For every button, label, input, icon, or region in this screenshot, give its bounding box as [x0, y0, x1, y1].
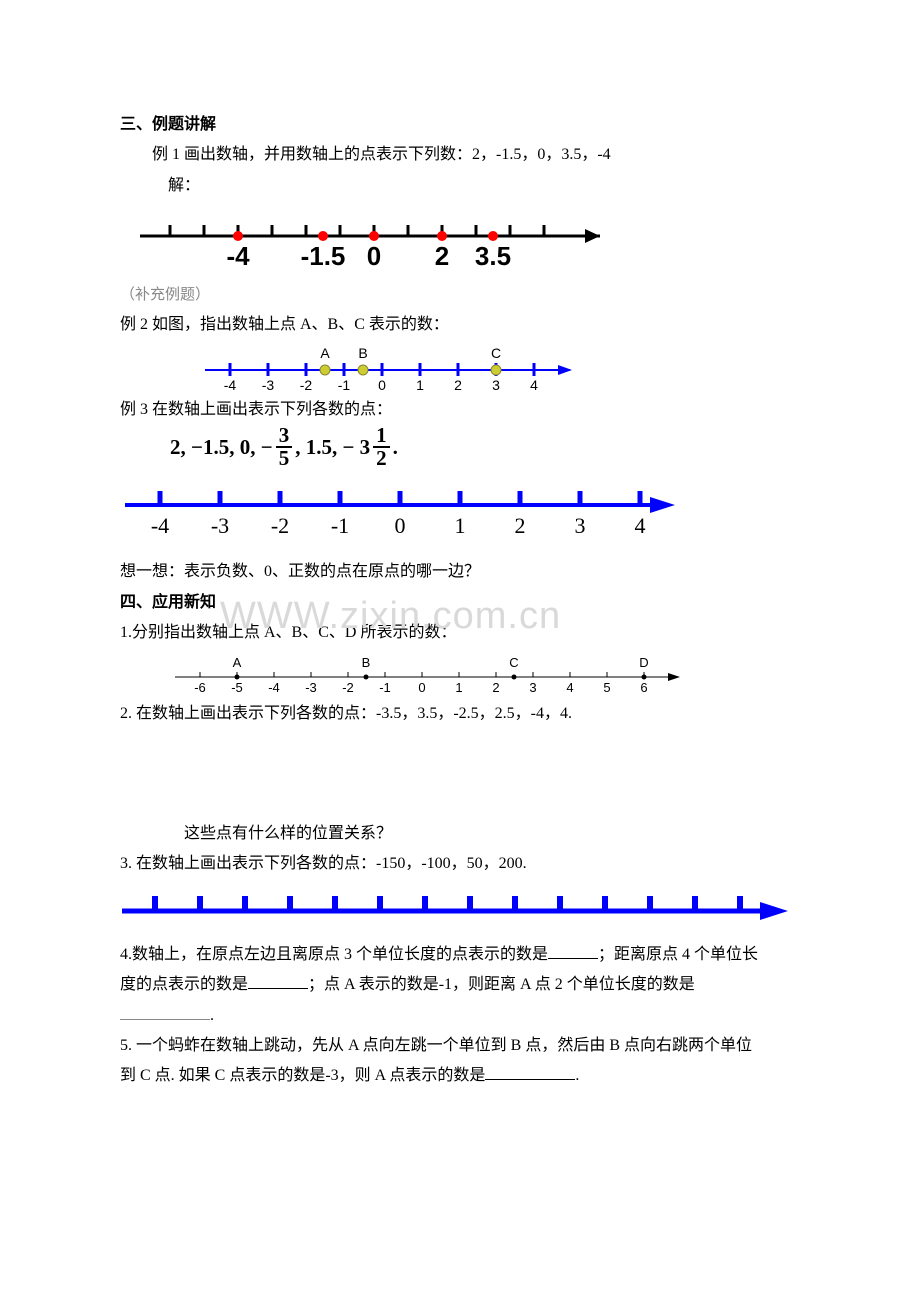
svg-text:3: 3 — [492, 377, 500, 393]
svg-text:-3: -3 — [305, 680, 317, 695]
svg-text:1: 1 — [455, 513, 466, 538]
q2-text: 2. 在数轴上画出表示下列各数的点：-3.5，3.5，-2.5，2.5，-4，4… — [120, 699, 800, 729]
svg-text:B: B — [362, 655, 371, 670]
svg-text:-1.5: -1.5 — [301, 241, 346, 271]
svg-text:A: A — [320, 345, 330, 361]
q4-line2: 度的点表示的数是 ；点 A 表示的数是-1，则距离 A 点 2 个单位长度的数是 — [120, 970, 800, 1000]
q4a: 4.数轴上，在原点左边且离原点 3 个单位长度的点表示的数是 — [120, 946, 548, 963]
svg-text:1: 1 — [455, 680, 462, 695]
blank-2[interactable] — [248, 972, 308, 989]
ex2-number-line: -4 -3 -2 -1 0 1 2 3 4 A B C — [200, 340, 580, 395]
ex3-part-b: , 1.5, − 3 — [295, 428, 370, 468]
section-3-heading: 三、例题讲解 — [120, 110, 800, 140]
svg-text:4: 4 — [566, 680, 573, 695]
frac-den: 2 — [373, 448, 390, 469]
ex1-text: 例 1 画出数轴，并用数轴上的点表示下列数：2，-1.5，0，3.5，-4 — [120, 140, 800, 170]
svg-text:0: 0 — [418, 680, 425, 695]
svg-text:C: C — [509, 655, 518, 670]
q4b: ；距离原点 4 个单位长 — [598, 946, 758, 963]
svg-text:4: 4 — [530, 377, 538, 393]
frac-1-2: 1 2 — [373, 425, 390, 469]
q4d: ；点 A 表示的数是-1，则距离 A 点 2 个单位长度的数是 — [308, 976, 695, 993]
svg-text:0: 0 — [395, 513, 406, 538]
frac-den: 5 — [276, 448, 293, 469]
svg-text:2: 2 — [435, 241, 449, 271]
q1-text: 1.分别指出数轴上点 A、B、C、D 所表示的数： — [120, 618, 800, 648]
svg-text:-1: -1 — [338, 377, 351, 393]
frac-3-5: 3 5 — [276, 425, 293, 469]
svg-text:3.5: 3.5 — [475, 241, 511, 271]
q3-number-line — [120, 886, 790, 926]
svg-text:D: D — [639, 655, 648, 670]
svg-text:-4: -4 — [151, 513, 169, 538]
ex3-number-line: -4 -3 -2 -1 0 1 2 3 4 — [120, 477, 680, 547]
q3-text: 3. 在数轴上画出表示下列各数的点：-150，-100，50，200. — [120, 849, 800, 879]
svg-text:B: B — [358, 345, 367, 361]
q5b: 到 C 点. 如果 C 点表示的数是-3，则 A 点表示的数是 — [120, 1067, 485, 1084]
svg-text:C: C — [491, 345, 501, 361]
ex3-text: 例 3 在数轴上画出表示下列各数的点： — [120, 395, 800, 425]
q5c: . — [575, 1067, 579, 1084]
svg-text:-2: -2 — [271, 513, 289, 538]
frac-num: 1 — [373, 425, 390, 448]
svg-text:4: 4 — [635, 513, 646, 538]
section-4-heading: 四、应用新知 — [120, 588, 800, 618]
blank-1[interactable] — [548, 942, 598, 959]
svg-text:-4: -4 — [268, 680, 280, 695]
svg-text:6: 6 — [640, 680, 647, 695]
svg-text:-6: -6 — [194, 680, 206, 695]
q5-line2: 到 C 点. 如果 C 点表示的数是-3，则 A 点表示的数是. — [120, 1061, 800, 1091]
svg-text:-1: -1 — [379, 680, 391, 695]
q4-line1: 4.数轴上，在原点左边且离原点 3 个单位长度的点表示的数是 ；距离原点 4 个单… — [120, 940, 800, 970]
frac-num: 3 — [276, 425, 293, 448]
svg-text:2: 2 — [492, 680, 499, 695]
svg-text:3: 3 — [575, 513, 586, 538]
think-prompt: 想一想：表示负数、0、正数的点在原点的哪一边？ — [120, 557, 800, 587]
q2b-text: 这些点有什么样的位置关系？ — [120, 819, 800, 849]
svg-text:-5: -5 — [231, 680, 243, 695]
svg-text:2: 2 — [515, 513, 526, 538]
ex3-part-a: 2, −1.5, 0, − — [170, 428, 273, 468]
svg-text:3: 3 — [529, 680, 536, 695]
svg-text:A: A — [233, 655, 242, 670]
q5-line1: 5. 一个蚂蚱在数轴上跳动，先从 A 点向左跳一个单位到 B 点，然后由 B 点… — [120, 1031, 800, 1061]
blank-3[interactable] — [120, 1003, 210, 1020]
svg-text:-2: -2 — [300, 377, 313, 393]
svg-text:-1: -1 — [331, 513, 349, 538]
svg-text:-3: -3 — [262, 377, 275, 393]
svg-text:-2: -2 — [342, 680, 354, 695]
q4e: . — [210, 1007, 214, 1024]
svg-text:5: 5 — [603, 680, 610, 695]
svg-text:-4: -4 — [226, 241, 250, 271]
ex3-expression: 2, −1.5, 0, − 3 5 , 1.5, − 3 1 2 . — [120, 425, 800, 469]
q4c: 度的点表示的数是 — [120, 976, 248, 993]
supplement-note: （补充例题） — [120, 281, 800, 310]
svg-text:0: 0 — [378, 377, 386, 393]
svg-text:1: 1 — [416, 377, 424, 393]
q4-line3: . — [120, 1001, 800, 1031]
ex1-solution-label: 解： — [120, 171, 800, 201]
svg-text:2: 2 — [454, 377, 462, 393]
ex2-text: 例 2 如图，指出数轴上点 A、B、C 表示的数： — [120, 310, 800, 340]
ex1-number-line: -4 -1.5 0 2 3.5 — [120, 201, 620, 281]
ex3-period: . — [393, 428, 398, 468]
svg-text:0: 0 — [367, 241, 381, 271]
blank-4[interactable] — [485, 1063, 575, 1080]
svg-text:-4: -4 — [224, 377, 237, 393]
svg-text:-3: -3 — [211, 513, 229, 538]
q1-number-line: -6 -5 -4 -3 -2 -1 0 1 2 3 4 5 6 A B C D — [170, 649, 690, 699]
